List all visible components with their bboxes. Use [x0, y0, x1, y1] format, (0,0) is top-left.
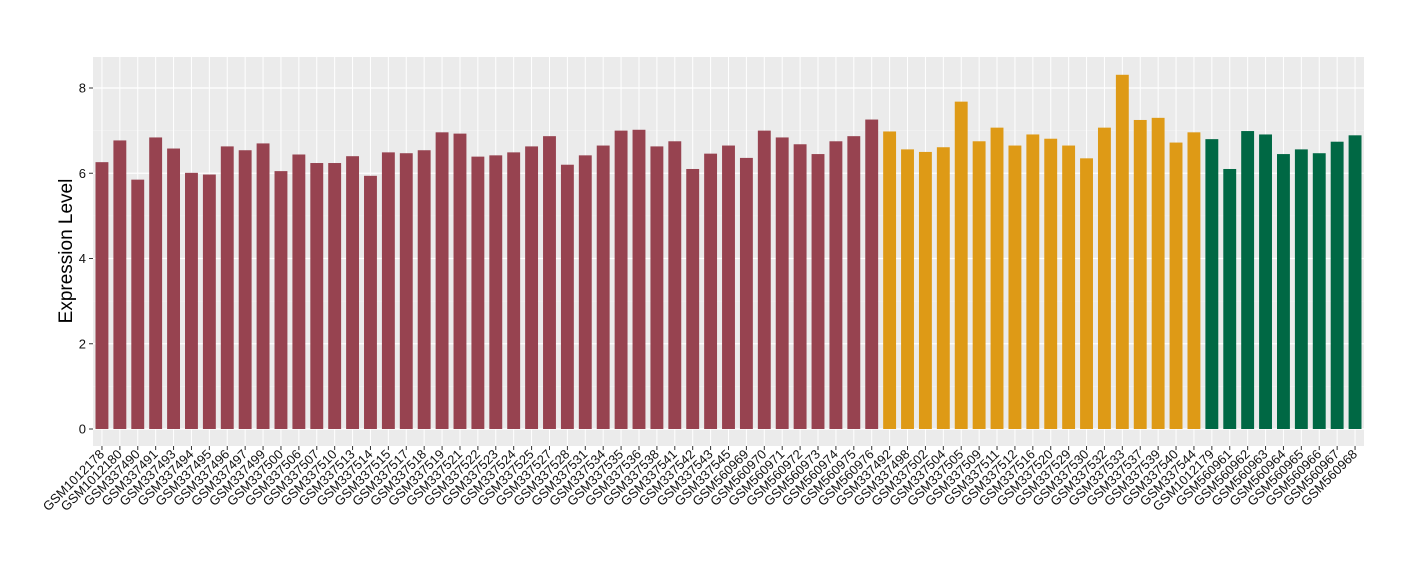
bar — [775, 137, 789, 429]
bar — [1080, 158, 1093, 430]
bar — [811, 154, 825, 429]
bar — [704, 153, 718, 429]
bar — [722, 145, 735, 429]
bar — [471, 156, 485, 429]
y-tick-label: 0 — [79, 422, 86, 437]
bar — [543, 136, 556, 429]
bar — [1259, 134, 1272, 429]
bar — [507, 152, 521, 429]
bar — [650, 146, 664, 430]
y-tick-label: 2 — [79, 336, 86, 351]
bar — [453, 133, 467, 429]
bar — [1330, 141, 1344, 429]
y-tick-label: 6 — [79, 166, 86, 181]
bar — [328, 163, 342, 429]
bar — [1205, 139, 1219, 429]
bar — [757, 130, 771, 429]
bar — [256, 143, 270, 429]
bar — [399, 153, 413, 429]
bar — [1348, 135, 1362, 429]
bar — [167, 148, 181, 429]
bar — [220, 146, 234, 430]
y-axis-title: Expression Level — [56, 179, 77, 324]
bar — [381, 152, 395, 429]
bar — [95, 162, 109, 430]
bar — [131, 179, 145, 429]
y-tick-label: 8 — [79, 81, 86, 96]
bar — [668, 141, 682, 429]
bar — [1241, 131, 1255, 429]
bar — [1026, 134, 1040, 429]
bar — [936, 147, 950, 429]
bar — [972, 141, 986, 429]
bar — [739, 157, 753, 429]
bar — [1169, 142, 1183, 429]
y-tick-label: 4 — [79, 251, 86, 266]
bar — [274, 171, 288, 429]
bar — [364, 175, 377, 429]
bar — [1062, 145, 1076, 429]
bar — [1276, 154, 1290, 429]
y-axis: 0 2 4 6 8 — [79, 81, 93, 437]
bar — [1312, 153, 1326, 429]
bar — [1044, 138, 1058, 429]
bar — [489, 155, 503, 429]
bar — [435, 132, 449, 429]
bar — [918, 151, 932, 429]
bar — [310, 163, 324, 429]
bar — [238, 150, 252, 430]
bar — [686, 168, 700, 430]
bar — [1115, 74, 1129, 429]
bar — [901, 149, 914, 429]
bar — [417, 150, 431, 430]
bar — [614, 130, 628, 429]
bar — [829, 141, 843, 429]
bar — [578, 155, 592, 429]
bar — [990, 127, 1004, 430]
bar — [1187, 132, 1201, 429]
bars — [95, 74, 1362, 430]
bar — [1133, 119, 1147, 429]
bar — [1008, 145, 1022, 429]
bar — [865, 119, 879, 429]
bar — [1223, 168, 1237, 430]
bar — [346, 156, 360, 429]
bar — [1151, 117, 1165, 430]
bar — [202, 174, 216, 429]
bar — [292, 154, 306, 429]
bar — [883, 131, 897, 430]
bar — [847, 136, 861, 429]
bar — [149, 137, 163, 429]
bar — [113, 140, 127, 429]
bar — [793, 144, 807, 429]
bar — [954, 101, 968, 429]
bar — [1294, 149, 1308, 429]
bar — [560, 164, 574, 429]
x-axis: GSM1012178GSM1012180GSM337490GSM337491GS… — [40, 446, 1360, 514]
bar — [525, 146, 539, 430]
bar — [632, 129, 646, 429]
bar — [185, 172, 198, 430]
bar — [1097, 127, 1111, 430]
bar — [596, 145, 610, 429]
